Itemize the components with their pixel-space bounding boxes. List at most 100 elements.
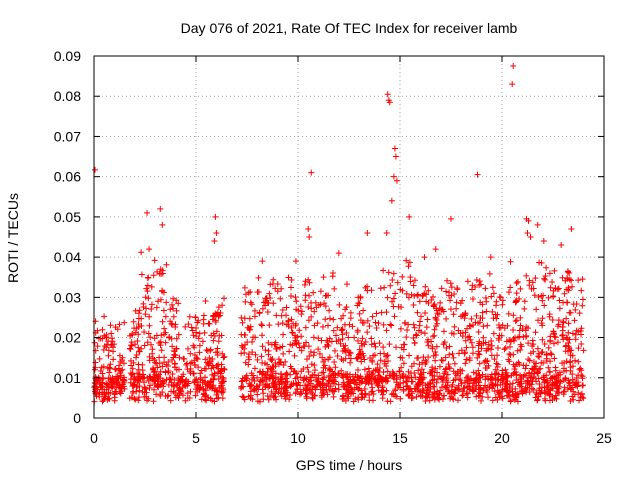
data-point [408, 395, 415, 402]
data-point [155, 375, 162, 382]
data-point [454, 397, 461, 404]
data-point [116, 321, 123, 328]
data-point [245, 353, 252, 360]
data-point [415, 367, 422, 374]
data-point [213, 395, 220, 402]
data-point [278, 385, 285, 392]
data-point [505, 356, 512, 363]
data-point [423, 324, 430, 331]
data-point [146, 313, 153, 320]
data-point [478, 397, 484, 404]
data-point [319, 390, 326, 397]
data-point [528, 381, 535, 388]
data-point [462, 349, 469, 356]
data-point [400, 360, 407, 367]
data-point [575, 277, 582, 284]
data-point [242, 291, 249, 298]
data-point [128, 339, 135, 346]
data-point [495, 337, 502, 344]
data-point [331, 285, 338, 292]
data-point [490, 383, 497, 390]
data-point [535, 353, 542, 360]
data-point [490, 315, 497, 322]
data-point [389, 298, 396, 305]
data-point [111, 397, 118, 404]
data-point [432, 246, 439, 253]
data-point [150, 374, 157, 381]
data-point [311, 322, 318, 329]
data-point [494, 352, 501, 359]
data-point [356, 310, 363, 317]
data-point [529, 337, 536, 344]
data-point [345, 334, 352, 341]
data-point [468, 315, 475, 322]
data-point [498, 388, 505, 395]
data-point [305, 304, 312, 311]
data-point [324, 391, 331, 398]
data-point [516, 327, 523, 334]
data-point [320, 369, 327, 376]
data-point [551, 373, 558, 380]
data-point [132, 396, 139, 403]
data-point [451, 323, 458, 330]
data-point [187, 350, 194, 357]
data-point [371, 340, 378, 347]
data-point [157, 296, 164, 303]
data-point [450, 311, 457, 318]
data-point [517, 346, 524, 353]
data-point [324, 339, 331, 346]
data-point [105, 338, 112, 345]
data-point [283, 304, 290, 311]
data-point [580, 395, 587, 402]
data-point [326, 365, 333, 372]
data-point [121, 319, 128, 326]
data-point [540, 238, 547, 245]
data-point [150, 272, 157, 279]
data-point [396, 368, 403, 375]
data-point [127, 346, 134, 353]
data-point [379, 377, 386, 384]
data-point [438, 357, 445, 364]
data-point [214, 348, 221, 355]
data-point [170, 295, 177, 302]
data-point [329, 378, 336, 385]
data-point [551, 267, 558, 274]
data-point [526, 369, 533, 376]
data-point [175, 300, 182, 307]
data-point [92, 364, 99, 371]
data-point [277, 295, 284, 302]
data-point [138, 271, 145, 278]
data-point [383, 309, 390, 316]
data-point [361, 356, 368, 363]
data-point [559, 327, 566, 334]
data-point [270, 363, 277, 370]
data-point [162, 339, 169, 346]
data-point [564, 385, 571, 392]
data-point [260, 396, 267, 403]
data-point [147, 382, 154, 389]
data-point [346, 349, 353, 356]
data-point [570, 301, 577, 308]
data-point [251, 307, 258, 314]
data-point [149, 355, 156, 362]
data-point [545, 294, 552, 301]
data-point [429, 368, 436, 375]
data-point [318, 337, 325, 344]
data-point [209, 356, 216, 363]
data-point [244, 339, 251, 346]
data-point [108, 335, 115, 342]
data-point [577, 365, 584, 372]
data-point [477, 299, 484, 306]
data-point [437, 387, 444, 394]
data-point [146, 373, 153, 380]
data-point [534, 397, 541, 404]
data-point [408, 388, 415, 395]
data-point [546, 270, 553, 277]
data-point [561, 359, 568, 366]
data-point [392, 392, 399, 399]
data-point [407, 278, 414, 285]
data-point [295, 379, 302, 386]
data-point [103, 380, 110, 387]
data-point [248, 301, 255, 308]
data-point [360, 307, 367, 314]
